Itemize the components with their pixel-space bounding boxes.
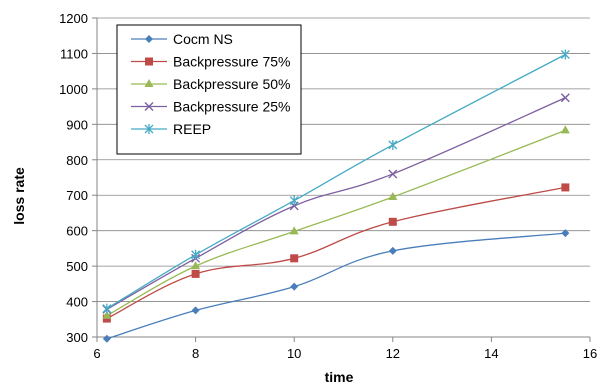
legend-box xyxy=(116,24,302,155)
data-point xyxy=(560,125,570,134)
x-tick-label: 14 xyxy=(484,346,498,361)
legend-item: Backpressure 25% xyxy=(131,99,291,115)
marker-stroke xyxy=(560,93,570,103)
x-axis-label: time xyxy=(325,369,354,384)
data-point xyxy=(561,183,570,192)
data-point xyxy=(191,261,201,270)
series-line xyxy=(106,129,566,317)
series-2 xyxy=(102,125,570,319)
y-tick-label: 1000 xyxy=(59,82,88,97)
data-point xyxy=(560,93,570,103)
data-point xyxy=(388,169,398,179)
data-point xyxy=(388,246,397,255)
data-point xyxy=(290,254,299,263)
legend-item: Cocm NS xyxy=(131,31,233,47)
y-tick-label: 700 xyxy=(66,188,88,203)
legend-label: Cocm NS xyxy=(173,31,233,47)
series-line xyxy=(106,186,566,320)
x-tick-label: 8 xyxy=(192,346,199,361)
legend-swatch-marker xyxy=(144,124,154,134)
data-point xyxy=(560,49,570,60)
series-line xyxy=(106,97,566,310)
data-point xyxy=(561,229,570,238)
y-axis-label: loss rate xyxy=(11,167,27,225)
data-point xyxy=(388,217,397,226)
data-point xyxy=(388,191,398,200)
series-line xyxy=(106,53,566,310)
series-4 xyxy=(102,49,570,314)
legend-label: Backpressure 50% xyxy=(173,76,291,92)
y-tick-label: 900 xyxy=(66,117,88,132)
data-point xyxy=(191,269,200,278)
data-point xyxy=(290,282,299,291)
tick-labels: 300 400 500 600 700 800 900 1000 1100 1200 6 8 10 12 1… xyxy=(59,11,597,361)
y-tick-label: 400 xyxy=(66,295,88,310)
data-point xyxy=(289,226,299,235)
legend-swatch-marker xyxy=(144,79,154,87)
y-tick-label: 800 xyxy=(66,153,88,168)
x-tick-label: 16 xyxy=(583,346,597,361)
legend-item: REEP xyxy=(131,121,211,137)
legend-item: Backpressure 75% xyxy=(131,54,291,70)
legend-item: Backpressure 50% xyxy=(131,76,291,92)
y-tick-label: 1100 xyxy=(60,46,88,61)
data-point xyxy=(102,334,111,343)
legend-label: Backpressure 75% xyxy=(173,54,291,70)
data-point xyxy=(102,303,112,314)
data-point xyxy=(191,249,201,260)
y-tick-label: 600 xyxy=(66,224,88,239)
legend-swatch-marker xyxy=(145,57,153,66)
legend-swatch-marker xyxy=(145,35,153,43)
legend-label: REEP xyxy=(173,121,211,137)
legend-swatch-marker xyxy=(144,102,154,111)
marker-stroke xyxy=(144,102,154,111)
data-point xyxy=(102,310,112,319)
series-line xyxy=(106,232,566,340)
axes xyxy=(92,17,591,342)
y-tick-label: 500 xyxy=(66,259,88,274)
data-point xyxy=(191,306,200,315)
data-point xyxy=(289,195,299,206)
x-tick-label: 10 xyxy=(287,346,301,361)
data-point xyxy=(388,139,398,150)
legend-label: Backpressure 25% xyxy=(173,99,291,115)
series-group xyxy=(102,49,570,343)
marker-stroke xyxy=(388,169,398,179)
y-tick-label: 1200 xyxy=(59,11,88,26)
series-0 xyxy=(102,229,570,343)
x-tick-label: 12 xyxy=(386,346,400,361)
legend: Cocm NS Backpressure 75% Backpressure 50% B… xyxy=(116,24,302,155)
x-tick-label: 6 xyxy=(93,346,100,361)
y-tick-label: 300 xyxy=(66,330,88,345)
